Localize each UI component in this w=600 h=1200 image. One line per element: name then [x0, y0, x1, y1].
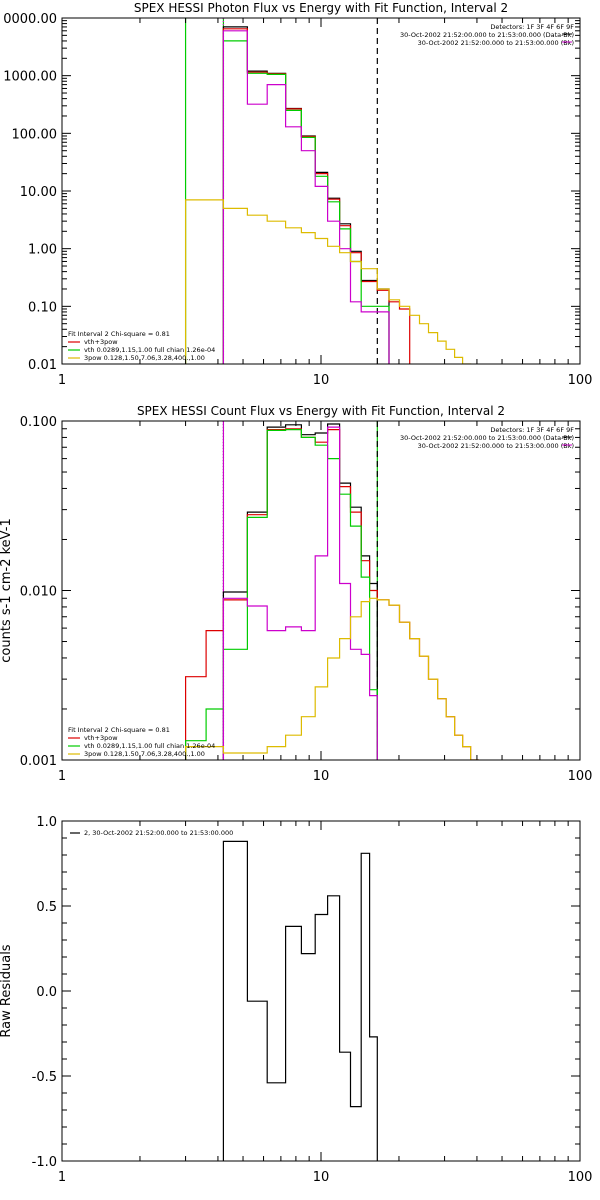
y-tick-label: -0.5	[32, 1070, 57, 1085]
y-tick-label: 0.10	[28, 300, 57, 315]
legend-label: vth 0.0289,1.15,1.00 full chian 1.26e-04	[84, 742, 215, 750]
y-tick-label: 10.00	[20, 185, 57, 200]
series-line-2	[185, 428, 479, 760]
series-line-4	[222, 426, 378, 760]
y-tick-label: 1.0	[36, 815, 57, 830]
y-tick-label: 0.010	[20, 585, 57, 600]
legend-label: vth+3pow	[84, 734, 118, 742]
x-tick-label: 10	[313, 769, 330, 784]
y-tick-label: -1.0	[32, 1155, 57, 1170]
x-tick-label: 10	[313, 373, 330, 388]
y-tick-label: 0.01	[28, 358, 57, 373]
x-tick-label: 1	[58, 373, 66, 388]
x-tick-label: 10	[313, 1170, 330, 1185]
info-line: 30-Oct-2002 21:52:00.000 to 21:53:00.000…	[418, 39, 574, 47]
chart-3: Raw Residuals 1 10 100 -1.0 -0.5 0.0 0.5 1.0 2, 3…	[0, 815, 592, 1185]
plot-frame	[61, 17, 581, 365]
x-tick-label: 1	[58, 769, 66, 784]
plot-frame	[61, 820, 581, 1162]
y-tick-label: 1.00	[28, 243, 57, 258]
y-tick-label: 0.0	[36, 985, 57, 1000]
legend-label: 2, 30-Oct-2002 21:52:00.000 to 21:53:00.…	[84, 829, 233, 837]
series-line-5	[185, 199, 472, 364]
series-line-1	[222, 423, 378, 760]
legend-label: 3pow 0.128,1.50,7.06,3.28,400.,1.00	[84, 750, 205, 758]
y-tick-label: 0.100	[20, 415, 57, 430]
y-tick-label: 0.5	[36, 900, 57, 915]
series-line-5	[185, 597, 479, 760]
info-line: Detectors: 1F 3F 4F 6F 9F	[490, 23, 574, 31]
series-line-1	[222, 26, 390, 364]
legend-header: Fit Interval 2 Chi-square = 0.81	[68, 330, 170, 338]
y-tick-label: 100.00	[12, 127, 58, 142]
chart-title: SPEX HESSI Photon Flux vs Energy with Fi…	[134, 1, 508, 15]
y-axis-label: counts s-1 cm-2 keV-1	[0, 518, 14, 663]
legend-label: 3pow 0.128,1.50,7.06,3.28,400.,1.00	[84, 354, 205, 362]
plot-area	[222, 840, 378, 1161]
chart-1: SPEX HESSI Photon Flux vs Energy with Fi…	[3, 1, 592, 388]
series-line-4	[222, 30, 390, 364]
legend-label: vth 0.0289,1.15,1.00 full chian 1.26e-04	[84, 346, 215, 354]
y-tick-label: 0.001	[20, 754, 57, 769]
info-line: 30-Oct-2002 21:52:00.000 to 21:53:00.000…	[418, 442, 574, 450]
plot-area	[184, 18, 472, 364]
plot-frame	[61, 420, 581, 761]
chart-2: SPEX HESSI Count Flux vs Energy with Fit…	[0, 404, 592, 784]
y-tick-label: 0000.00	[3, 12, 57, 27]
info-line: Detectors: 1F 3F 4F 6F 9F	[490, 426, 574, 434]
x-tick-label: 100	[568, 1170, 593, 1185]
series-line-2	[222, 28, 411, 364]
legend-label: vth+3pow	[84, 338, 118, 346]
chart-title: SPEX HESSI Count Flux vs Energy with Fit…	[137, 404, 505, 418]
y-tick-label: 1000.00	[3, 70, 57, 85]
series-line-3	[185, 429, 378, 760]
x-tick-label: 100	[568, 769, 593, 784]
info-line: 30-Oct-2002 21:52:00.000 to 21:53:00.000…	[400, 434, 574, 442]
y-axis-label: Raw Residuals	[0, 944, 14, 1037]
x-tick-label: 1	[58, 1170, 66, 1185]
series-line-1	[222, 840, 378, 1161]
legend-header: Fit Interval 2 Chi-square = 0.81	[68, 726, 170, 734]
info-line: 30-Oct-2002 21:52:00.000 to 21:53:00.000…	[400, 31, 574, 39]
series-line-3	[222, 40, 390, 364]
x-tick-label: 100	[568, 373, 593, 388]
plot-area	[185, 421, 479, 760]
